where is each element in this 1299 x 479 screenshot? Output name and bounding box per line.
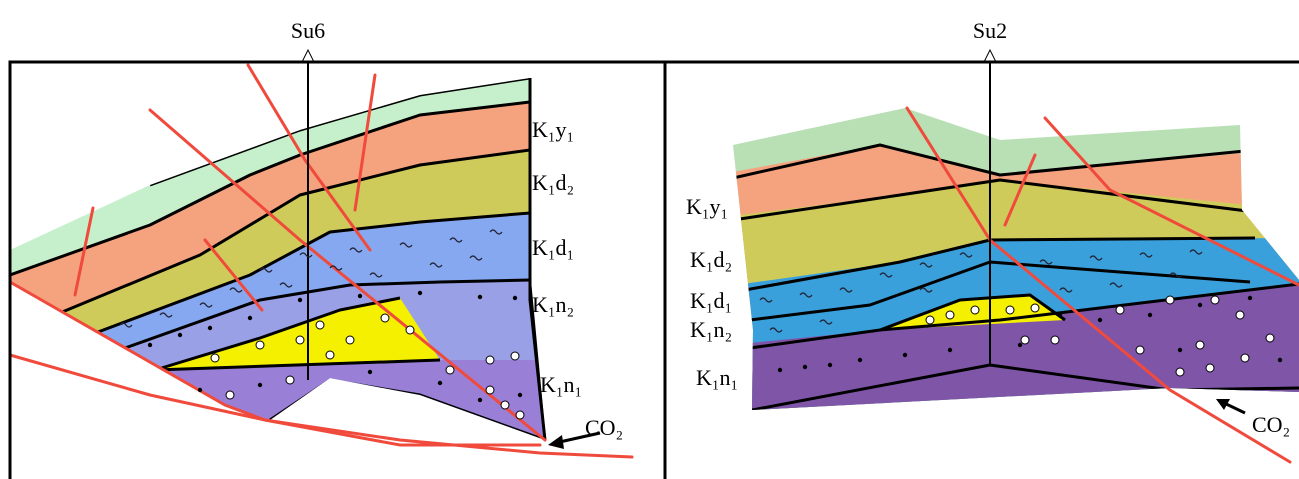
sand-dot (948, 348, 952, 352)
sand-dot (298, 298, 302, 302)
gravel-symbol (926, 316, 934, 324)
well-label: Su2 (973, 18, 1007, 43)
sand-dot (368, 370, 372, 374)
gravel-symbol (1211, 296, 1219, 304)
gravel-symbol (1006, 306, 1014, 314)
sand-dot (1098, 318, 1102, 322)
left-strata (0, 0, 700, 479)
sand-dot (438, 381, 442, 385)
sand-dot (358, 294, 362, 298)
sand-dot (1058, 313, 1062, 317)
gas-arrowhead (548, 435, 564, 449)
gravel-symbol (511, 352, 519, 360)
sand-dot (198, 388, 202, 392)
gravel-symbol (316, 321, 324, 329)
gravel-symbol (946, 311, 954, 319)
gravel-symbol (406, 326, 414, 334)
sand-dot (1278, 358, 1282, 362)
layer-label: K₁y₁ (532, 117, 574, 142)
sand-dot (248, 316, 252, 320)
sand-dot (1248, 296, 1252, 300)
gravel-symbol (1241, 354, 1249, 362)
cross-section-figure: Su6 K₁y₁ K₁d₂ K₁d₁ K₁n₂ K₁n₁ CO₂ Su2 K₁y… (0, 0, 1299, 479)
sand-dot (178, 333, 182, 337)
sand-dot (258, 383, 262, 387)
well-marker (984, 50, 996, 62)
layer-label: K₁n₂ (690, 317, 732, 342)
gravel-symbol (1196, 341, 1204, 349)
gravel-symbol (1206, 364, 1214, 372)
gravel-symbol (486, 386, 494, 394)
sand-dot (518, 393, 522, 397)
gravel-symbol (1136, 346, 1144, 354)
gravel-symbol (971, 306, 979, 314)
layer-label: K₁n₁ (540, 372, 582, 397)
layer-label: K₁d₂ (690, 247, 732, 272)
layer-label: K₁n₁ (696, 365, 738, 390)
gravel-symbol (286, 376, 294, 384)
gravel-symbol (501, 401, 509, 409)
gravel-symbol (1116, 306, 1124, 314)
sand-dot (1018, 343, 1022, 347)
sand-dot (208, 326, 212, 330)
gravel-symbol (381, 314, 389, 322)
gravel-symbol (516, 411, 524, 419)
well-marker (302, 50, 314, 62)
layer-label: K₁d₁ (532, 235, 574, 260)
gravel-symbol (1031, 304, 1039, 312)
gravel-symbol (1021, 336, 1029, 344)
sand-dot (513, 296, 517, 300)
layer-label: K₁d₂ (532, 170, 574, 195)
sand-dot (858, 358, 862, 362)
layer-label: K₁n₂ (532, 292, 574, 317)
gravel-symbol (346, 336, 354, 344)
sand-dot (478, 398, 482, 402)
gas-label: CO₂ (585, 415, 623, 440)
gravel-symbol (1051, 336, 1059, 344)
gravel-symbol (326, 351, 334, 359)
sand-dot (1178, 348, 1182, 352)
gravel-symbol (256, 341, 264, 349)
sand-dot (1148, 313, 1152, 317)
layer-label: K₁y₁ (686, 194, 728, 219)
sand-dot (418, 291, 422, 295)
sand-dot (478, 295, 482, 299)
sand-dot (148, 343, 152, 347)
sand-dot (828, 363, 832, 367)
gravel-symbol (1236, 311, 1244, 319)
sand-dot (1198, 303, 1202, 307)
gravel-symbol (211, 354, 219, 362)
gravel-symbol (486, 356, 494, 364)
gravel-symbol (296, 336, 304, 344)
gravel-symbol (1166, 296, 1174, 304)
sand-dot (803, 365, 807, 369)
sand-dot (903, 353, 907, 357)
sand-dot (778, 368, 782, 372)
well-label: Su6 (291, 18, 325, 43)
gas-label: CO₂ (1252, 412, 1290, 437)
gravel-symbol (226, 391, 234, 399)
gravel-symbol (446, 366, 454, 374)
gravel-symbol (1266, 334, 1274, 342)
layer-label: K₁d₁ (690, 288, 732, 313)
gravel-symbol (1176, 368, 1184, 376)
